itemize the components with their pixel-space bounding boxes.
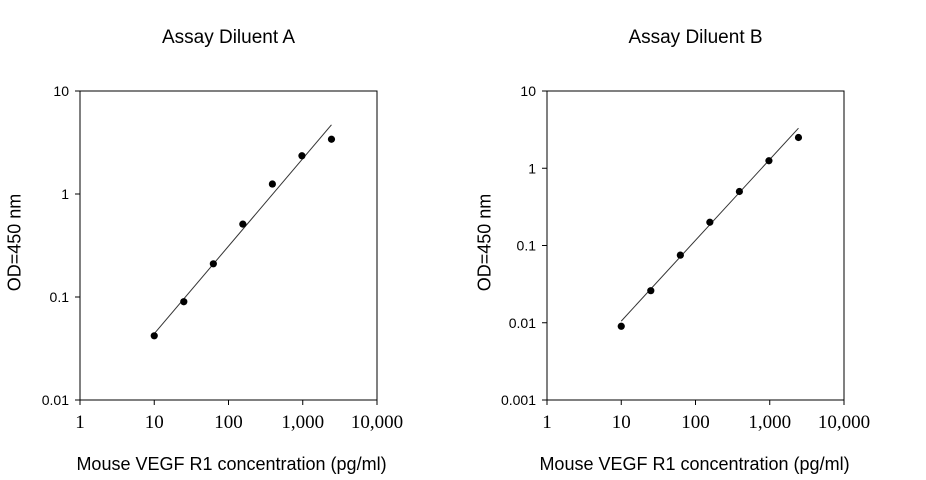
y-tick-label: 1 — [61, 186, 69, 202]
x-tick-label: 1 — [75, 412, 85, 433]
data-point — [794, 133, 803, 142]
y-tick-label: 1 — [528, 160, 536, 176]
y-tick-label: 0.01 — [509, 315, 536, 331]
data-point — [706, 218, 714, 226]
data-point — [735, 187, 743, 196]
chart-assay-diluent-b: Assay Diluent B Mouse VEGF R1 concentrat… — [463, 0, 926, 480]
data-point — [239, 220, 247, 228]
x-axis-label: Mouse VEGF R1 concentration (pg/ml) — [539, 454, 850, 474]
x-tick-label: 1 — [542, 412, 552, 433]
data-point — [298, 152, 306, 160]
data-point — [209, 260, 217, 268]
plot-svg: 1 10 100 1,000 10,000 0.01 0.1 1 10 — [42, 83, 403, 433]
y-tick-label: 0.1 — [50, 289, 70, 305]
y-tick-label: 10 — [520, 83, 536, 99]
x-tick-label: 100 — [681, 412, 710, 433]
y-tick-label: 0.001 — [501, 392, 536, 408]
x-tick-label: 1,000 — [748, 412, 791, 433]
y-tick-label: 0.01 — [42, 392, 69, 408]
data-point — [647, 287, 655, 295]
x-tick-label: 10 — [145, 412, 164, 433]
plot-svg: 1 10 100 1,000 10,000 0.001 0.01 0.1 1 10 — [501, 83, 870, 433]
data-point — [765, 157, 773, 165]
y-tick-label: 0.1 — [517, 238, 537, 254]
x-tick-label: 1,000 — [281, 412, 324, 433]
data-point — [150, 332, 158, 340]
chart-assay-diluent-a: Assay Diluent A Mouse VEGF R1 concentrat… — [5, 27, 404, 474]
data-point — [327, 135, 336, 143]
data-point — [268, 180, 276, 188]
data-point — [676, 251, 684, 259]
x-tick-label: 10,000 — [351, 412, 403, 433]
x-tick-label: 100 — [214, 412, 243, 433]
data-point — [617, 322, 625, 330]
y-tick-label: 10 — [53, 83, 69, 99]
x-axis-label: Mouse VEGF R1 concentration (pg/ml) — [76, 454, 387, 474]
x-tick-label: 10,000 — [818, 412, 870, 433]
chart-title: Assay Diluent B — [628, 27, 763, 48]
data-point — [180, 298, 188, 306]
x-tick-label: 10 — [612, 412, 631, 433]
chart-title: Assay Diluent A — [161, 27, 296, 48]
